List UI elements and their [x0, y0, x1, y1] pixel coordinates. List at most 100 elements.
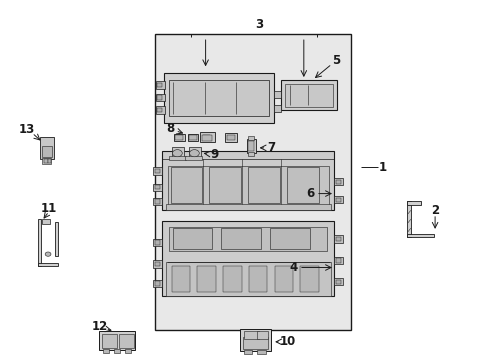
- Bar: [300, 266, 318, 292]
- Circle shape: [189, 150, 199, 157]
- Bar: [269, 228, 309, 249]
- Bar: [407, 202, 420, 205]
- Bar: [274, 266, 292, 292]
- Bar: [248, 266, 267, 292]
- Bar: [155, 81, 164, 89]
- Bar: [174, 134, 184, 141]
- Bar: [197, 266, 215, 292]
- Bar: [157, 108, 162, 112]
- Text: 1: 1: [378, 161, 386, 174]
- Bar: [42, 146, 52, 157]
- Bar: [155, 94, 164, 102]
- Text: 2: 2: [430, 204, 438, 217]
- Bar: [407, 234, 433, 237]
- Bar: [185, 156, 202, 160]
- Bar: [221, 228, 261, 249]
- Bar: [99, 331, 135, 350]
- Bar: [41, 158, 51, 164]
- Bar: [202, 135, 210, 140]
- Bar: [153, 280, 162, 287]
- Text: 7: 7: [266, 141, 275, 154]
- Bar: [333, 196, 342, 203]
- Bar: [153, 239, 162, 246]
- Bar: [175, 135, 183, 140]
- Bar: [273, 105, 281, 112]
- Bar: [165, 204, 330, 210]
- Bar: [333, 257, 342, 264]
- Bar: [333, 178, 342, 185]
- Text: 11: 11: [41, 202, 57, 215]
- Bar: [162, 152, 334, 210]
- Bar: [157, 95, 162, 100]
- Bar: [172, 228, 212, 249]
- Bar: [239, 329, 271, 351]
- Bar: [285, 84, 332, 107]
- Bar: [47, 159, 51, 163]
- Text: 6: 6: [305, 187, 314, 200]
- Bar: [103, 349, 109, 353]
- Bar: [165, 262, 330, 296]
- Bar: [164, 73, 273, 123]
- Bar: [244, 332, 258, 339]
- Bar: [407, 202, 410, 237]
- Bar: [243, 350, 252, 354]
- Bar: [114, 349, 120, 353]
- Bar: [200, 132, 215, 143]
- Bar: [157, 83, 162, 87]
- Bar: [281, 80, 336, 111]
- Bar: [124, 349, 130, 353]
- Bar: [201, 134, 211, 141]
- Bar: [247, 153, 254, 156]
- Bar: [287, 167, 318, 203]
- Bar: [257, 350, 265, 354]
- Text: 12: 12: [91, 320, 107, 333]
- Text: 3: 3: [255, 18, 263, 31]
- Text: 9: 9: [210, 148, 218, 162]
- Bar: [335, 258, 340, 262]
- Bar: [155, 199, 160, 203]
- Bar: [189, 135, 197, 140]
- Bar: [335, 280, 340, 284]
- Circle shape: [45, 252, 51, 256]
- Bar: [171, 147, 183, 157]
- Bar: [38, 263, 58, 266]
- Bar: [188, 147, 201, 157]
- Bar: [247, 136, 254, 140]
- Text: 8: 8: [166, 122, 174, 135]
- Bar: [153, 167, 162, 175]
- Bar: [169, 227, 326, 251]
- Bar: [170, 167, 202, 203]
- Bar: [335, 180, 340, 184]
- Bar: [273, 91, 281, 98]
- Bar: [102, 334, 117, 347]
- Bar: [224, 133, 237, 142]
- Text: 13: 13: [19, 123, 35, 136]
- Bar: [248, 141, 254, 152]
- Bar: [171, 266, 190, 292]
- Bar: [335, 198, 340, 202]
- Bar: [201, 135, 212, 141]
- Bar: [209, 167, 241, 203]
- Bar: [155, 106, 164, 114]
- Bar: [162, 221, 334, 296]
- Bar: [155, 185, 160, 189]
- Bar: [153, 260, 162, 267]
- Circle shape: [172, 150, 182, 157]
- Bar: [169, 80, 268, 116]
- Bar: [248, 167, 280, 203]
- Bar: [155, 282, 160, 286]
- Bar: [226, 135, 235, 140]
- Bar: [333, 278, 342, 285]
- Bar: [257, 332, 267, 339]
- Bar: [38, 219, 41, 266]
- Bar: [40, 137, 54, 158]
- Bar: [119, 334, 134, 347]
- Bar: [169, 156, 186, 160]
- Bar: [187, 134, 198, 141]
- Bar: [155, 169, 160, 173]
- Bar: [41, 219, 50, 224]
- Text: 10: 10: [280, 335, 296, 348]
- Bar: [43, 159, 47, 163]
- Bar: [242, 337, 268, 348]
- Bar: [155, 262, 160, 266]
